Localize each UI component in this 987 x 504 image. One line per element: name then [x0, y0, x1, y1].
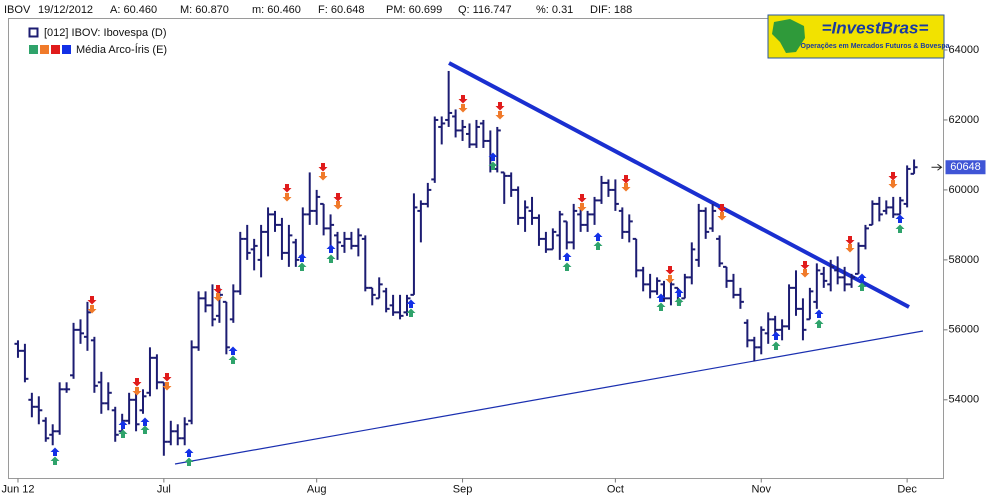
y-tick-label: 56000 [949, 324, 980, 336]
y-tick-label: 60000 [949, 184, 980, 196]
x-tick-label: Nov [751, 483, 771, 495]
header: IBOV 19/12/2012 A: 60.460 M: 60.870 m: 6… [4, 4, 632, 16]
y-tick-label: 62000 [949, 114, 980, 126]
x-tick-label: Sep [453, 483, 473, 495]
legend-icon [62, 45, 71, 54]
x-tick-label: Jul [157, 483, 171, 495]
y-tick-label: 58000 [949, 254, 980, 266]
header-item: DIF: 188 [590, 4, 632, 16]
last-price-label: 60648 [950, 161, 981, 173]
trend-line [174, 330, 924, 465]
header-item: F: 60.648 [318, 4, 364, 16]
header-item: IBOV [4, 4, 31, 16]
legend-icon [40, 45, 49, 54]
last-price-arrow [931, 163, 943, 171]
legend-icon [28, 27, 39, 38]
x-tick-label: Dec [897, 483, 917, 495]
header-item: Q: 116.747 [458, 4, 512, 16]
legend-label: [012] IBOV: Ibovespa (D) [44, 27, 166, 39]
header-item: m: 60.460 [252, 4, 301, 16]
header-item: 19/12/2012 [38, 4, 93, 16]
plot-frame [8, 18, 944, 479]
logo-subtitle: Operações em Mercados Futuros & Bovespa [801, 43, 950, 50]
logo-map [772, 19, 805, 53]
legend-label: Média Arco-Íris (E) [76, 43, 167, 56]
logo: =InvestBras= Operações em Mercados Futur… [767, 14, 950, 59]
header-item: %: 0.31 [536, 4, 573, 16]
y-tick-label: 54000 [949, 394, 980, 406]
x-tick-label: Aug [307, 483, 327, 495]
legend-icon [29, 45, 38, 54]
header-item: A: 60.460 [110, 4, 157, 16]
header-item: PM: 60.699 [386, 4, 442, 16]
header-item: M: 60.870 [180, 4, 229, 16]
x-tick-label: Oct [607, 483, 624, 495]
y-tick-label: 64000 [949, 44, 980, 56]
legend: [012] IBOV: Ibovespa (D) Média Arco-Íris… [28, 27, 167, 56]
legend-icon [51, 45, 60, 54]
x-tick-label: Jun 12 [1, 483, 34, 495]
logo-title: =InvestBras= [822, 18, 929, 37]
last-price-box [945, 160, 986, 175]
